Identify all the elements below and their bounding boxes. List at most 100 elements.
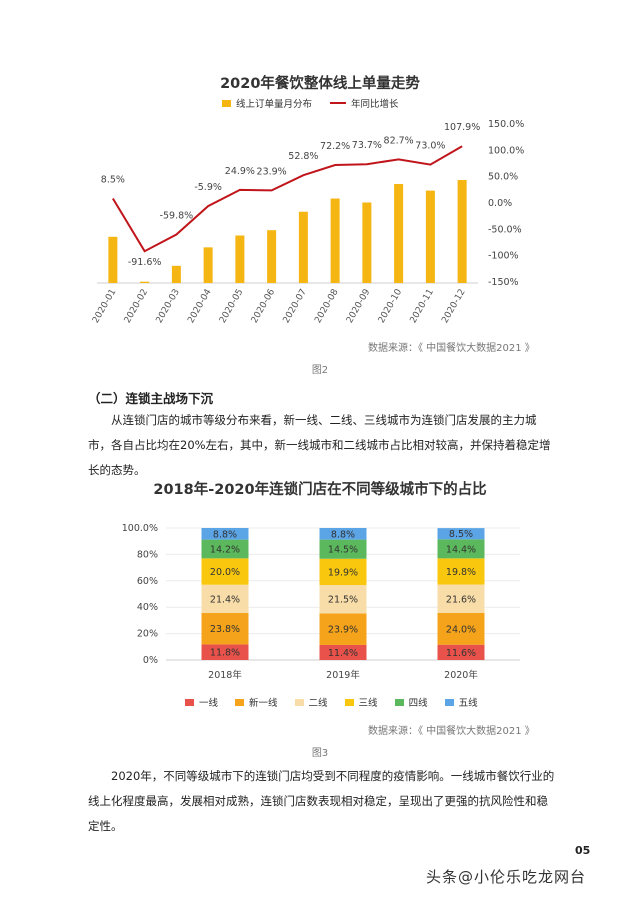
chart2-data-label: 23.8%	[210, 624, 240, 635]
chart2-segment-4	[437, 558, 485, 585]
chart2-segment-6	[319, 528, 367, 540]
chart2-y-tick-label: 60%	[137, 576, 158, 587]
chart1-data-label: 23.9%	[257, 166, 287, 177]
chart2-segment-2	[437, 613, 485, 645]
chart2-data-label: 14.5%	[328, 545, 358, 556]
chart2-segment-3	[437, 584, 485, 614]
chart2-data-label: 23.9%	[328, 625, 358, 636]
chart1-data-label: -91.6%	[128, 257, 162, 268]
chart1-caption: 图2	[311, 365, 329, 376]
chart2-data-label: 24.0%	[446, 624, 476, 635]
chart2-legend-swatch	[344, 698, 354, 706]
chart2-segment-4	[319, 558, 367, 586]
chart1-y2-tick-label: 150.0%	[488, 119, 524, 130]
chart1-y2-tick-label: 50.0%	[488, 172, 518, 183]
chart1-bar-11	[425, 190, 435, 283]
chart2-data-label: 11.4%	[328, 648, 358, 659]
chart2-legend-label: 一线	[199, 698, 219, 709]
chart1-y2-tick-label: 0.0%	[488, 198, 512, 209]
chart1-x-tick-label: 2020-07	[282, 288, 309, 326]
chart1-legend-bar-swatch	[222, 99, 231, 107]
chart1-x-tick-label: 2020-03	[155, 288, 182, 326]
chart2-segment-2	[319, 613, 367, 645]
chart2-segment-4	[201, 558, 249, 585]
chart1-legend-line-label: 年同比增长	[351, 99, 399, 110]
chart1-x-tick-label: 2020-08	[313, 287, 341, 325]
chart2-y-tick-label: 40%	[137, 602, 158, 613]
chart2-segment-1	[437, 644, 485, 660]
chart1-x-tick-label: 2020-05	[218, 288, 245, 326]
chart2-data-label: 8.8%	[213, 529, 237, 540]
chart2-legend-label: 新一线	[249, 698, 278, 709]
page-number: 05	[575, 844, 591, 857]
chart2-segment-1	[319, 644, 367, 660]
chart1-bar-7	[298, 211, 308, 283]
chart1-plot: 2020-01 8.5% 2020-02 -91.6% 2020-03 -59.8% 202…	[91, 119, 524, 326]
chart1-data-label: 72.2%	[320, 141, 350, 152]
chart2-legend-swatch	[394, 698, 404, 706]
chart2-data-label: 11.8%	[210, 648, 240, 659]
chart2-plot: 100.0% 80% 60% 40% 20% 0% 11.8% 23.8% 21.4% 20.0%…	[122, 523, 520, 681]
chart1-data-label: -59.8%	[160, 210, 194, 221]
chart1-yoy-line	[112, 145, 463, 253]
chart2-legend-item: 一线	[185, 695, 218, 709]
chart1-title: 2020年餐饮整体线上单量走势	[220, 76, 420, 92]
chart2-segment-2	[201, 613, 249, 645]
chart2-legend-swatch	[185, 698, 194, 706]
chart1-data-label: 24.9%	[225, 166, 255, 177]
chart1-data-label: 107.9%	[444, 122, 480, 133]
chart1-bar-1	[108, 236, 118, 283]
chart1-data-label: 52.8%	[288, 151, 318, 162]
chart1-data-label: -5.9%	[194, 182, 222, 193]
chart1-y2-tick-label: -50.0%	[488, 224, 522, 235]
section-heading: （二）连锁主战场下沉	[88, 391, 214, 406]
chart2-legend-swatch	[294, 698, 304, 706]
chart2-data-label: 20.0%	[210, 567, 240, 578]
chart1-data-label: 8.5%	[101, 175, 125, 186]
chart1-bar-6	[267, 230, 277, 283]
chart2-x-tick-label: 2019年	[326, 669, 360, 681]
chart2-data-label: 21.4%	[210, 594, 240, 605]
chart2-data-label: 19.8%	[446, 567, 476, 578]
chart1-bar-3	[171, 265, 181, 283]
chart1-data-label: 73.0%	[415, 141, 445, 152]
chart1-bar-5	[235, 235, 245, 283]
paragraph-1: 从连锁门店的城市等级分布来看，新一线、二线、三线城市为连锁门店发展的主力城市，各…	[88, 413, 551, 477]
chart2-data-label: 19.9%	[328, 567, 358, 578]
chart1-x-tick-label: 2020-09	[345, 287, 373, 325]
chart1-legend: 线上订单量月分布 年同比增长	[222, 96, 399, 110]
chart2-data-label: 11.6%	[446, 648, 476, 659]
watermark: 头条@小伦乐吃龙网台	[426, 868, 587, 886]
chart2-segment-3	[201, 584, 249, 614]
chart1-bar-8	[330, 198, 340, 283]
chart2-y-tick-label: 0%	[143, 655, 158, 666]
chart1-legend-item-line: 年同比增长	[330, 96, 399, 110]
chart2-x-tick-label: 2020年	[444, 669, 478, 681]
chart1-bar-9	[362, 202, 372, 283]
chart2-legend-label: 五线	[458, 698, 478, 709]
chart1-legend-item-bar: 线上订单量月分布	[222, 96, 312, 110]
chart1-source: 数据来源：《 中国餐饮大数据2021 》	[368, 343, 535, 354]
chart2-segment-6	[201, 528, 249, 540]
chart2-legend-item: 三线	[344, 695, 378, 709]
chart2-legend-item: 五线	[444, 695, 478, 709]
chart2-legend-swatch	[444, 698, 454, 706]
chart2-legend: 一线 新一线 二线 三线 四线 五线	[185, 695, 478, 709]
chart1-x-tick-label: 2020-12	[440, 288, 467, 326]
chart2-source: 数据来源：《 中国餐饮大数据2021 》	[368, 726, 535, 737]
chart1-bar-2	[140, 281, 150, 283]
chart2-segment-5	[201, 539, 249, 559]
chart2-data-label: 8.8%	[331, 529, 355, 540]
chart1-data-label: 82.7%	[384, 135, 414, 146]
chart1-legend-line-swatch	[330, 102, 347, 104]
chart1-y2-tick-label: -100%	[488, 251, 519, 262]
chart1-legend-bar-label: 线上订单量月分布	[236, 99, 313, 110]
chart2-segment-1	[201, 644, 249, 660]
chart2-y-tick-label: 100.0%	[122, 523, 158, 534]
chart1-x-tick-label: 2020-04	[186, 287, 214, 325]
chart2-caption: 图3	[311, 748, 329, 759]
paragraph-2: 2020年，不同等级城市下的连锁门店均受到不同程度的疫情影响。一线城市餐饮行业的…	[88, 769, 555, 833]
chart1-x-tick-label: 2020-06	[250, 287, 278, 325]
chart2-data-label: 14.4%	[446, 544, 476, 555]
chart2-segment-6	[437, 528, 485, 540]
